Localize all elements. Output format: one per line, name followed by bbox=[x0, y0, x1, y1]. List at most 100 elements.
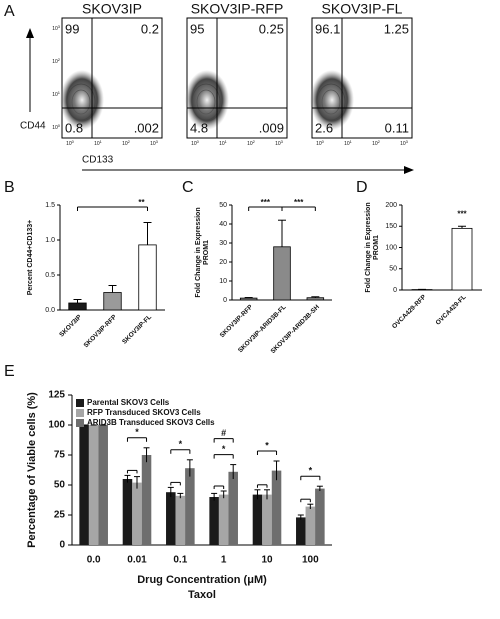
x-tick-label: 101 bbox=[344, 139, 353, 147]
y-tick-label: 100 bbox=[385, 244, 397, 251]
tick-exponent: 3 bbox=[406, 139, 409, 144]
y-axis-label: Fold Change in Expression bbox=[365, 202, 372, 292]
x-tick-label: 102 bbox=[122, 139, 131, 147]
y-axis-label: Percentage of Viable cells (%) bbox=[26, 392, 38, 548]
quadrant-value: 2.6 bbox=[315, 120, 333, 135]
panel-letter: B bbox=[4, 179, 15, 196]
panel-letter: C bbox=[182, 179, 194, 196]
bar bbox=[273, 246, 291, 301]
y-tick-label: 30 bbox=[219, 240, 227, 247]
x-tick-label: 100 bbox=[191, 139, 200, 147]
y-tick-label: 150 bbox=[385, 223, 397, 230]
tick-exponent: 1 bbox=[350, 139, 353, 144]
quadrant-value: 4.8 bbox=[190, 120, 208, 135]
tick-base: 10 bbox=[122, 141, 128, 147]
density-contour bbox=[66, 83, 96, 121]
bar bbox=[271, 470, 282, 545]
y-tick-label: 40 bbox=[219, 221, 227, 228]
density-contour bbox=[71, 89, 91, 115]
bar bbox=[218, 494, 229, 545]
y-tick-label: 25 bbox=[54, 510, 66, 521]
density-contour bbox=[196, 89, 216, 115]
x-tick-label: SKOV3IP-RFP bbox=[219, 303, 255, 339]
y-axis-label: PROM1 bbox=[203, 240, 210, 265]
x-axis-label: CD133 bbox=[82, 155, 114, 166]
y-tick-label: 1.0 bbox=[45, 237, 55, 244]
quadrant-value: 95 bbox=[190, 21, 204, 36]
x-tick-label: 0.01 bbox=[127, 555, 147, 566]
legend-label: Parental SKOV3 Cells bbox=[87, 398, 170, 407]
y-tick-label: 20 bbox=[219, 259, 227, 266]
tick-exponent: 1 bbox=[225, 139, 228, 144]
bar bbox=[239, 297, 258, 301]
significance: * bbox=[179, 439, 183, 449]
significance: * bbox=[135, 427, 139, 437]
bar bbox=[209, 497, 219, 545]
tick-base: 10 bbox=[52, 92, 58, 98]
bar bbox=[166, 492, 176, 545]
quadrant-value: 0.11 bbox=[385, 120, 409, 135]
tick-base: 10 bbox=[52, 26, 58, 32]
bar bbox=[228, 471, 238, 545]
tick-base: 10 bbox=[372, 141, 378, 147]
significance: * bbox=[222, 444, 226, 454]
bar bbox=[262, 494, 272, 545]
y-tick-label: 50 bbox=[219, 202, 227, 209]
tick-base: 10 bbox=[400, 141, 406, 147]
x-tick-label: 10 bbox=[261, 555, 273, 566]
significance: *** bbox=[294, 198, 304, 207]
bar bbox=[175, 495, 186, 545]
significance: ** bbox=[138, 198, 145, 207]
plot-frame bbox=[311, 17, 413, 139]
arrow-head bbox=[404, 166, 414, 174]
bar bbox=[79, 425, 89, 545]
x-axis-label-2: Taxol bbox=[188, 589, 216, 601]
plot-title: SKOV3IP-FL bbox=[322, 1, 403, 17]
x-tick-label: 100 bbox=[302, 555, 319, 566]
y-tick-label: 200 bbox=[385, 202, 397, 209]
tick-base: 10 bbox=[94, 141, 100, 147]
y-tick-label: 102 bbox=[52, 57, 61, 65]
y-tick-label: 50 bbox=[54, 480, 66, 491]
y-tick-label: 0 bbox=[223, 297, 227, 304]
bar bbox=[132, 482, 142, 545]
x-tick-label: SKOV3IP-RFP bbox=[83, 313, 119, 349]
y-tick-label: 100 bbox=[52, 123, 61, 131]
y-axis-label: CD44 bbox=[20, 121, 46, 132]
bar bbox=[296, 517, 306, 545]
x-tick-label: 0.0 bbox=[87, 555, 101, 566]
density-contour bbox=[191, 83, 221, 121]
tick-base: 10 bbox=[66, 141, 72, 147]
tick-exponent: 0 bbox=[58, 123, 61, 128]
tick-exponent: 2 bbox=[128, 139, 131, 144]
x-tick-label: OVCA429-RFP bbox=[391, 293, 428, 330]
tick-exponent: 0 bbox=[197, 139, 200, 144]
bar bbox=[88, 425, 99, 545]
quadrant-value: 0.2 bbox=[141, 21, 159, 36]
significance: *** bbox=[457, 209, 467, 218]
tick-exponent: 3 bbox=[281, 139, 284, 144]
tick-exponent: 2 bbox=[58, 57, 61, 62]
quadrant-value: 0.8 bbox=[65, 120, 83, 135]
y-tick-label: 75 bbox=[54, 450, 66, 461]
y-tick-label: 0 bbox=[59, 540, 65, 551]
bar bbox=[68, 302, 87, 311]
panel-letter: A bbox=[4, 3, 15, 20]
bar bbox=[451, 227, 473, 291]
x-tick-label: 101 bbox=[94, 139, 103, 147]
bar bbox=[306, 297, 325, 301]
y-tick-label: 0.0 bbox=[45, 307, 55, 314]
significance: * bbox=[309, 466, 313, 476]
x-tick-label: 1 bbox=[221, 555, 227, 566]
bar bbox=[122, 479, 133, 545]
significance: *** bbox=[261, 198, 271, 207]
panel-letter: E bbox=[4, 363, 15, 380]
tick-base: 10 bbox=[191, 141, 197, 147]
quadrant-value: 1.25 bbox=[384, 21, 409, 36]
tick-exponent: 3 bbox=[58, 24, 61, 29]
bar bbox=[98, 425, 108, 545]
x-tick-label: SKOV3IP bbox=[58, 313, 83, 338]
x-tick-label: 102 bbox=[372, 139, 381, 147]
density-contour bbox=[321, 89, 341, 115]
legend-swatch bbox=[76, 419, 84, 427]
